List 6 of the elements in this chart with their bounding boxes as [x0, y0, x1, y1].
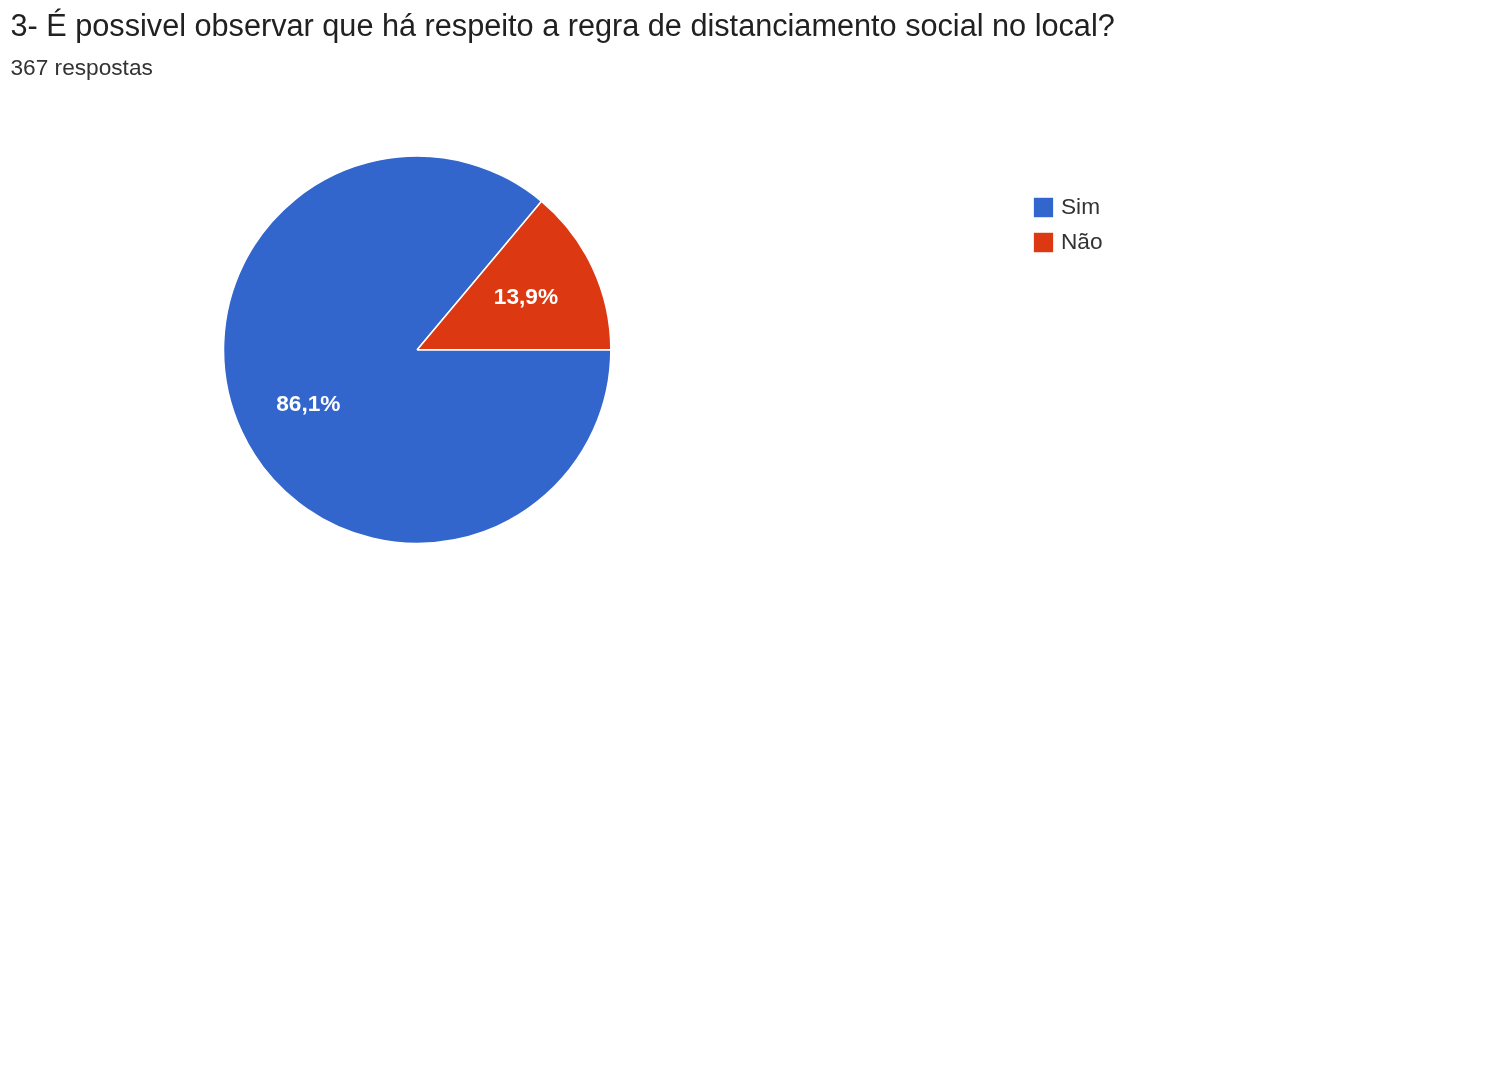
- legend-label: Não: [1061, 228, 1103, 255]
- chart-subtitle: 367 respostas: [10, 53, 153, 80]
- data-label: 86,1%: [276, 390, 341, 417]
- legend-label: Sim: [1061, 193, 1101, 220]
- chart-title: 3- É possivel observar que há respeito a regra de distanciamento social no local?: [10, 7, 1115, 43]
- data-label: 13,9%: [493, 283, 559, 310]
